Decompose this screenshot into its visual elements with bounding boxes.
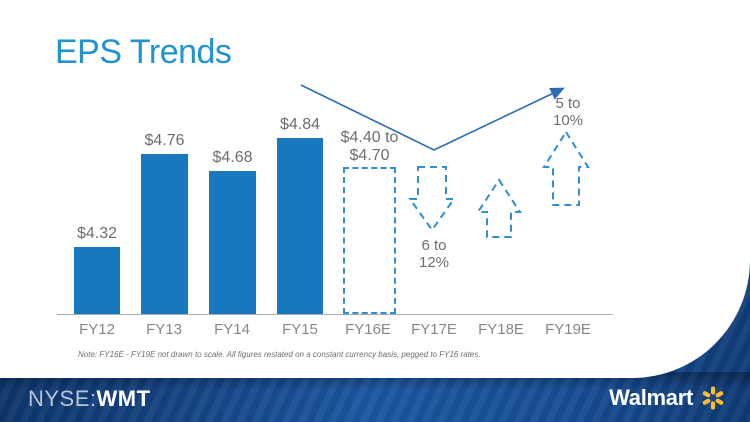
x-tick-fy19e: FY19E [545, 321, 591, 338]
bar-fy14: $4.68 [209, 149, 256, 314]
footer-bar: NYSE:WMT Walmart [0, 378, 750, 422]
page-title: EPS Trends [55, 33, 232, 71]
fy19e-up-arrow-icon [542, 130, 590, 206]
x-tick-fy14: FY14 [214, 321, 250, 338]
fy18e-up-arrow-icon [476, 178, 522, 238]
fy17e-growth-label: 6 to 12% [418, 237, 450, 272]
x-tick-fy18e: FY18E [478, 321, 524, 338]
trend-arrow-line [300, 84, 565, 151]
fy19e-growth-label: 5 to 10% [552, 95, 584, 130]
x-tick-fy13: FY13 [146, 321, 182, 338]
ticker-symbol: WMT [96, 386, 151, 411]
bar-fy16e-forecast: $4.40 to $4.70 [341, 129, 398, 314]
footnote: Note: FY16E - FY19E not drawn to scale. … [78, 350, 481, 359]
x-tick-fy15: FY15 [282, 321, 318, 338]
bar-fy13: $4.76 [141, 132, 188, 314]
x-tick-fy17e: FY17E [411, 321, 457, 338]
bar-value-label: $4.68 [212, 149, 253, 167]
x-tick-fy12: FY12 [79, 321, 115, 338]
walmart-logo: Walmart [609, 385, 726, 411]
ticker-exchange: NYSE: [28, 386, 97, 411]
chart-overlay [300, 84, 590, 238]
bar-value-label: $4.76 [144, 132, 185, 150]
bar-value-label: $4.84 [279, 116, 321, 134]
fy17e-down-arrow-icon [408, 166, 456, 232]
content-panel: EPS Trends $4.32 $4.76 $4.68 $4.84 $4.40… [55, 33, 613, 359]
x-axis-line [57, 314, 613, 315]
bar-value-label: $4.32 [76, 225, 118, 243]
walmart-wordmark: Walmart [609, 385, 693, 410]
walmart-spark-icon [702, 386, 724, 410]
bar-fy15: $4.84 [277, 116, 323, 314]
x-tick-fy16e: FY16E [345, 321, 391, 338]
ticker: NYSE:WMT [28, 386, 151, 412]
bar-value-label: $4.40 to $4.70 [340, 129, 399, 165]
bar-fy12: $4.32 [74, 225, 120, 314]
